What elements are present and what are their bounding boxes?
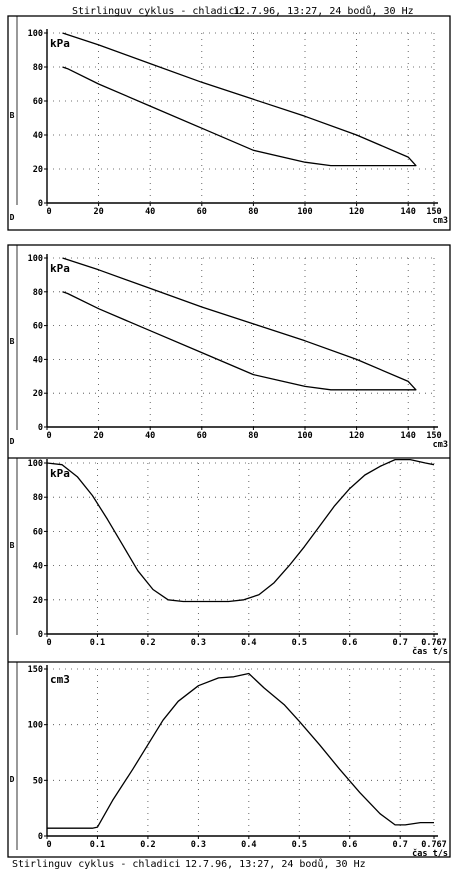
x-tick-label: 0.6 xyxy=(342,840,357,850)
y-tick-label: 80 xyxy=(33,288,43,298)
x-axis-label: čas t/s xyxy=(412,646,448,657)
header-title: Stirlinguv cyklus - chladici xyxy=(72,6,241,17)
x-tick-label: 100 xyxy=(297,431,312,441)
y-tick-label: 80 xyxy=(33,493,43,503)
chart-4: 0 0.1 0.2 0.3 0.4 0.5 0.6 0.7 0.767 0 50 100 150 cm3 č… xyxy=(10,665,448,859)
footer-title: Stirlinguv cyklus - chladici xyxy=(12,859,181,870)
side-label: B xyxy=(10,541,15,550)
chart-1: 0 20 40 60 80 100 120 140 150 0 20 40 60 80 100 kPa cm3 B… xyxy=(10,29,448,226)
series-line-1 xyxy=(46,458,435,603)
y-tick-label: 20 xyxy=(33,165,43,175)
x-tick-label: 0.2 xyxy=(140,638,155,648)
y-tick-label: 100 xyxy=(28,254,43,264)
x-tick-label: 20 xyxy=(93,207,103,217)
y-tick-label: 40 xyxy=(33,355,43,365)
x-tick-label: 0.6 xyxy=(342,638,357,648)
y-tick-label: 40 xyxy=(33,131,43,141)
x-tick-label: 80 xyxy=(248,431,258,441)
y-tick-label: 100 xyxy=(28,29,43,39)
x-tick-label: 0 xyxy=(46,638,51,648)
series-line-1 xyxy=(62,32,417,167)
x-axis-label: cm3 xyxy=(433,440,448,450)
x-tick-label: 20 xyxy=(93,431,103,441)
y-tick-label: 0 xyxy=(38,630,43,640)
x-tick-label: 140 xyxy=(401,207,416,217)
y-tick-label: 80 xyxy=(33,63,43,73)
x-axis-label: cm3 xyxy=(433,216,448,226)
y-tick-label: 100 xyxy=(28,721,43,731)
side-label: B xyxy=(10,337,15,346)
x-tick-label: 120 xyxy=(349,431,364,441)
x-tick-label: 0.767 xyxy=(421,840,447,850)
x-tick-label: 0.3 xyxy=(191,638,206,648)
y-tick-label: 60 xyxy=(33,527,43,537)
side-label-low: D xyxy=(10,213,15,222)
x-tick-label: 0.3 xyxy=(191,840,206,850)
side-label-low: D xyxy=(10,437,15,446)
y-tick-label: 20 xyxy=(33,389,43,399)
y-axis-label: kPa xyxy=(50,262,70,275)
y-tick-label: 50 xyxy=(33,776,43,786)
x-tick-label: 60 xyxy=(197,431,207,441)
y-tick-label: 150 xyxy=(28,665,43,675)
chart-3: 0 0.1 0.2 0.3 0.4 0.5 0.6 0.7 0.767 0 20 40 60 80 100 k… xyxy=(10,458,448,657)
header-info: 12.7.96, 13:27, 24 bodů, 30 Hz xyxy=(233,6,414,17)
x-tick-label: 0.7 xyxy=(393,840,408,850)
y-axis-label: kPa xyxy=(50,37,70,50)
x-tick-label: 0.7 xyxy=(393,638,408,648)
x-tick-label: 0.767 xyxy=(421,638,447,648)
y-tick-label: 0 xyxy=(38,832,43,842)
x-tick-label: 100 xyxy=(297,207,312,217)
y-tick-label: 0 xyxy=(38,199,43,209)
x-tick-label: 80 xyxy=(248,207,258,217)
x-tick-label: 140 xyxy=(401,431,416,441)
panel-frame-2 xyxy=(7,244,451,858)
y-tick-label: 60 xyxy=(33,322,43,332)
y-axis-label: cm3 xyxy=(50,673,70,686)
y-tick-label: 40 xyxy=(33,562,43,572)
chart-2: 0 20 40 60 80 100 120 140 150 0 20 40 60 80 100 kPa cm3 B… xyxy=(10,254,448,450)
x-tick-label: 150 xyxy=(426,431,441,441)
y-tick-label: 60 xyxy=(33,97,43,107)
y-tick-label: 100 xyxy=(28,459,43,469)
x-tick-label: 0.5 xyxy=(292,840,307,850)
x-tick-label: 0 xyxy=(46,431,51,441)
x-tick-label: 150 xyxy=(426,207,441,217)
x-tick-label: 0.1 xyxy=(90,638,105,648)
series-line-1 xyxy=(62,257,417,391)
x-tick-label: 0.4 xyxy=(241,840,256,850)
side-label: D xyxy=(10,775,15,784)
x-tick-label: 0 xyxy=(46,207,51,217)
y-axis-label: kPa xyxy=(50,467,70,480)
x-axis-label: čas t/s xyxy=(412,848,448,859)
x-tick-label: 120 xyxy=(349,207,364,217)
side-label: B xyxy=(10,111,15,120)
x-tick-label: 0.2 xyxy=(140,840,155,850)
x-tick-label: 40 xyxy=(145,431,155,441)
x-tick-label: 40 xyxy=(145,207,155,217)
x-tick-label: 0.5 xyxy=(292,638,307,648)
y-tick-label: 20 xyxy=(33,596,43,606)
y-tick-label: 0 xyxy=(38,423,43,433)
panel-frame-1 xyxy=(7,15,451,231)
x-tick-label: 60 xyxy=(197,207,207,217)
footer-info: 12.7.96, 13:27, 24 bodů, 30 Hz xyxy=(185,859,366,870)
series-line-1 xyxy=(47,672,434,829)
x-tick-label: 0 xyxy=(46,840,51,850)
x-tick-label: 0.1 xyxy=(90,840,105,850)
x-tick-label: 0.4 xyxy=(241,638,256,648)
